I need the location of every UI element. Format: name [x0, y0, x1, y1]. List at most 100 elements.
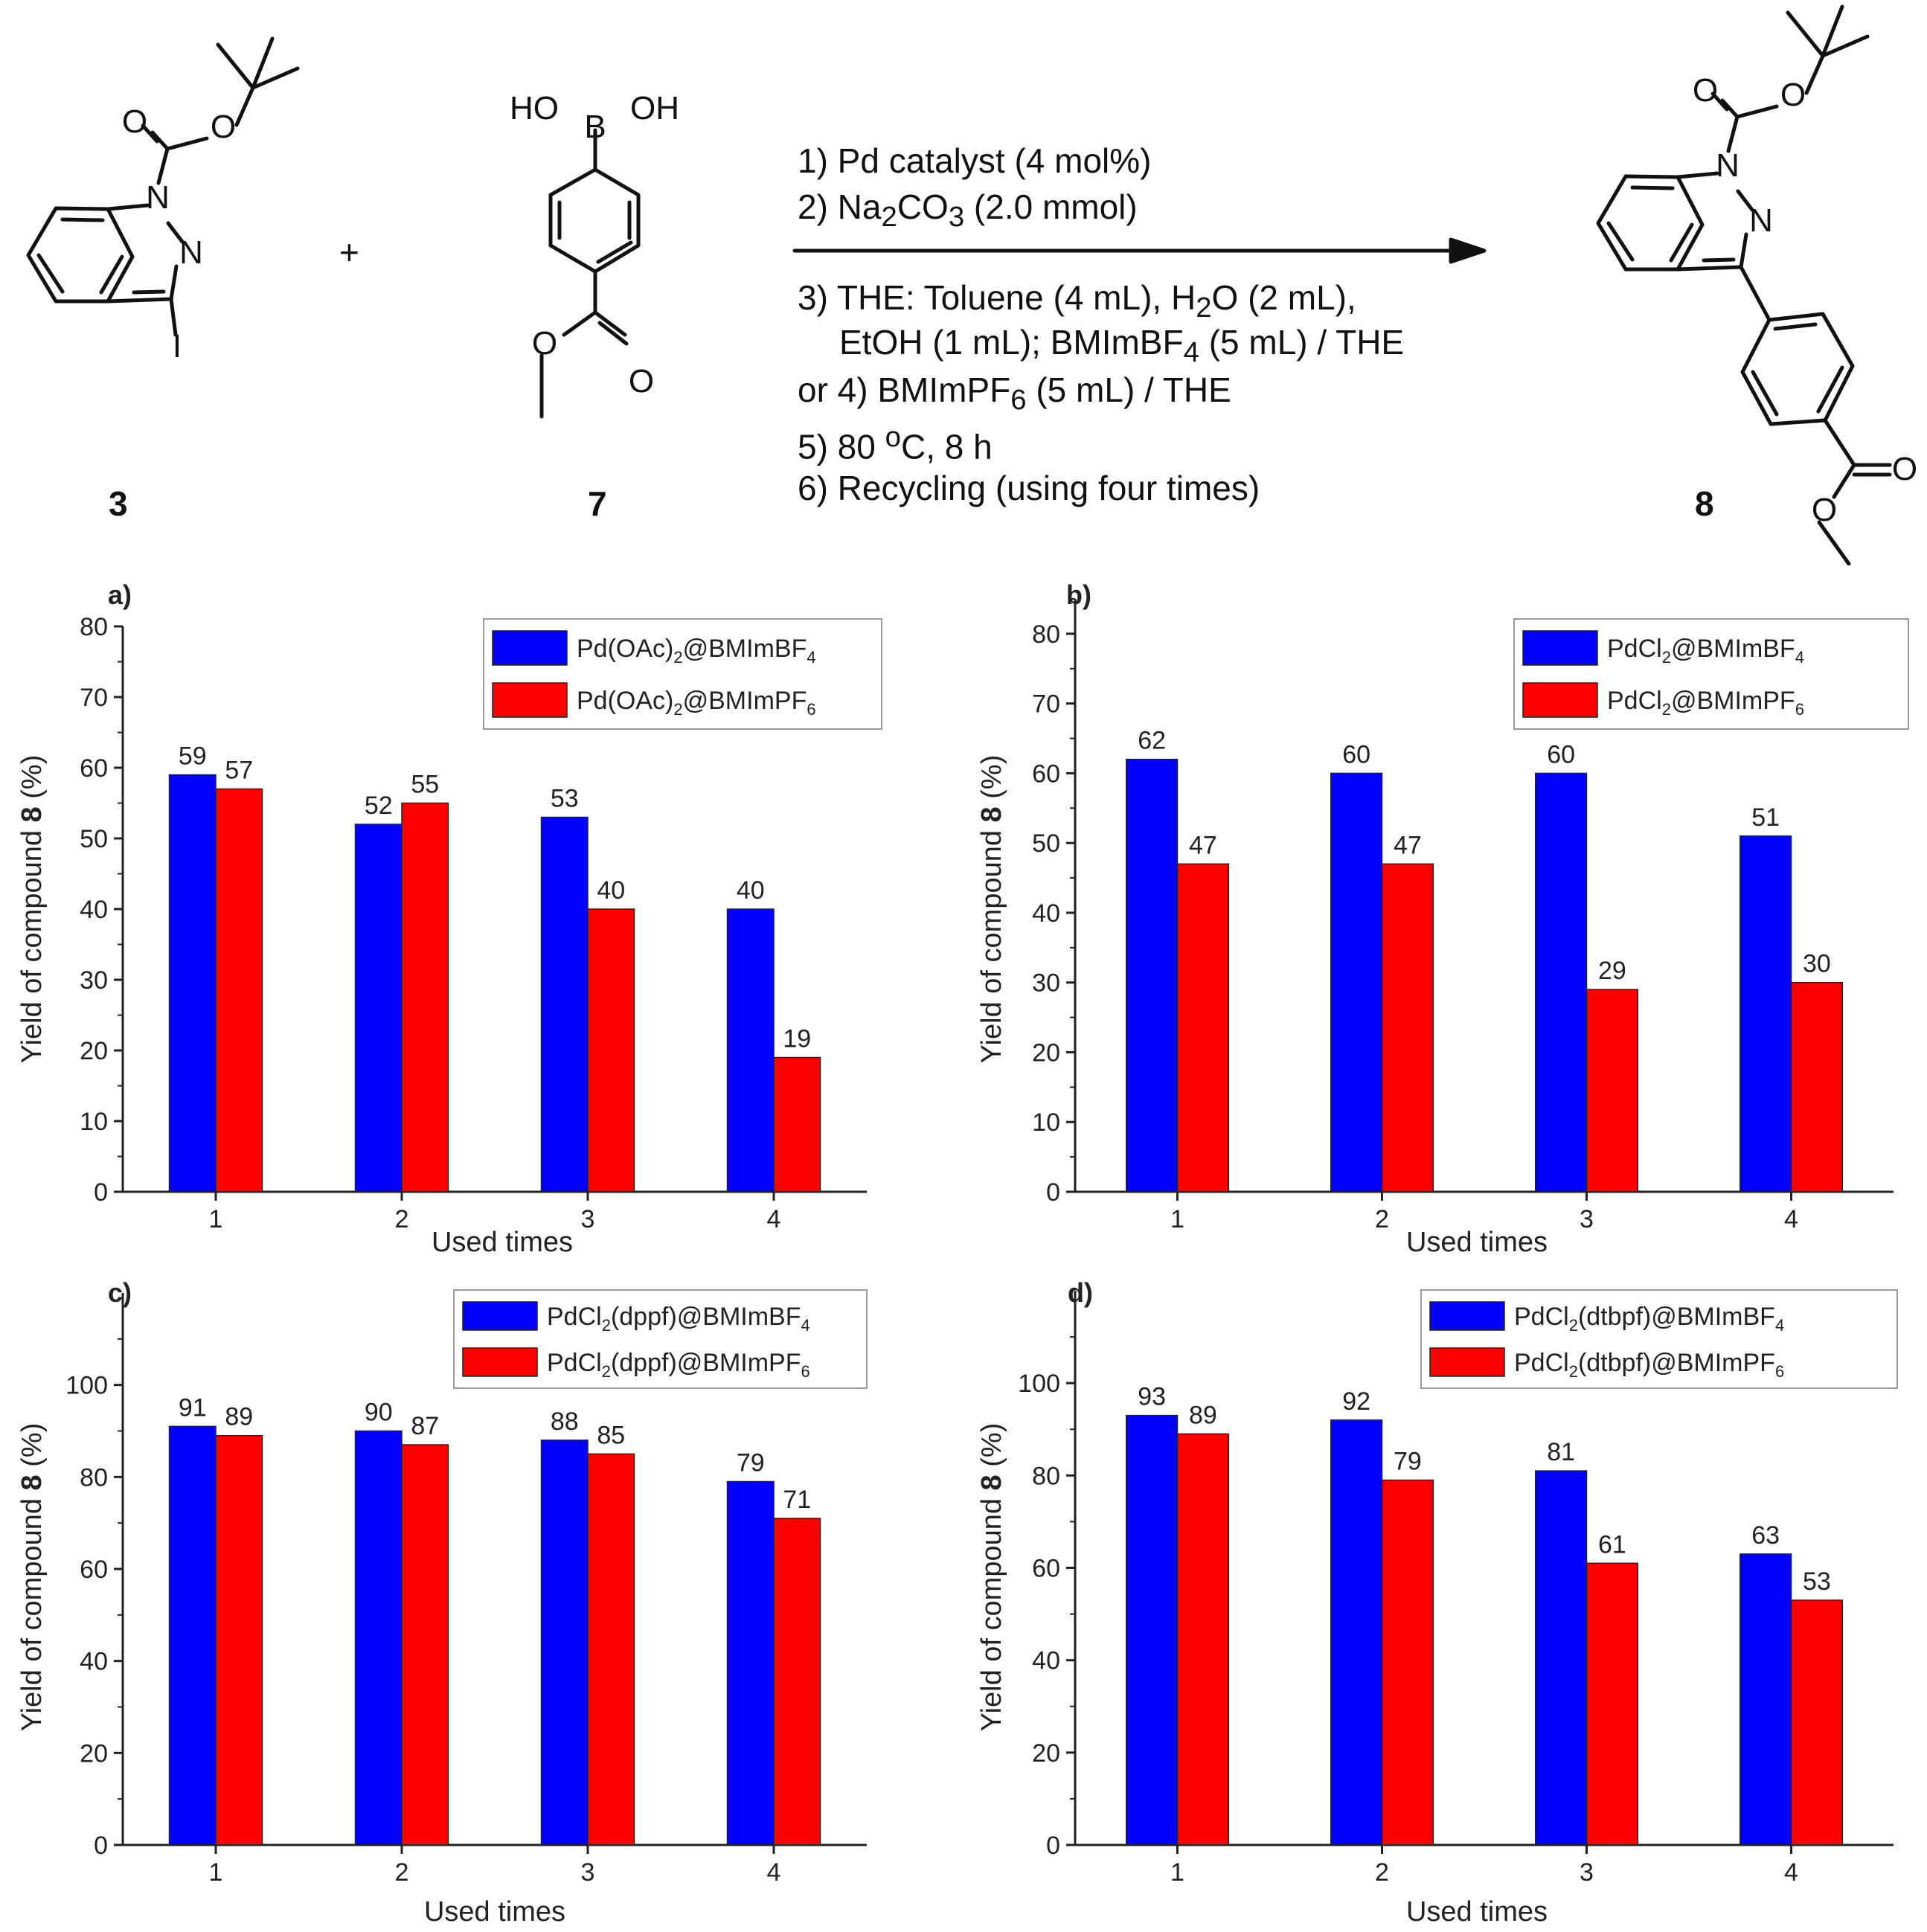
bar-bf4	[1740, 1553, 1792, 1846]
y-tick-label: 20	[80, 1739, 108, 1768]
y-tick-label: 70	[80, 684, 108, 712]
data-label: 30	[1803, 950, 1831, 978]
x-tick-label: 3	[1580, 1205, 1594, 1233]
panel-label: d)	[1068, 1277, 1093, 1308]
y-tick-label: 0	[94, 1178, 108, 1207]
bar-bf4	[1330, 1419, 1383, 1846]
y-tick-label: 80	[80, 613, 108, 641]
legend-swatch	[1522, 630, 1598, 666]
compound-3-structure	[26, 36, 300, 337]
bar-pf6	[773, 1518, 821, 1846]
data-label: 63	[1751, 1521, 1780, 1550]
data-label: 40	[597, 876, 625, 905]
data-label: 29	[1598, 957, 1626, 985]
panel-label: c)	[108, 1277, 132, 1308]
legend-label: PdCl2(dppf)@BMImBF4	[547, 1303, 810, 1335]
atom-label: O	[532, 325, 557, 362]
atom-label: O	[1693, 72, 1718, 109]
bar-pf6	[215, 1434, 263, 1846]
y-axis-label: Yield of compound 8 (%)	[976, 1423, 1007, 1732]
data-label: 88	[551, 1408, 579, 1436]
data-label: 60	[1342, 740, 1370, 768]
x-tick-label: 2	[1375, 1205, 1389, 1233]
bar-pf6	[1585, 1562, 1638, 1846]
x-axis-label: Used times	[432, 1227, 573, 1257]
y-tick-label: 0	[94, 1832, 108, 1860]
legend-label: PdCl2(dtbpf)@BMImPF6	[1514, 1349, 1784, 1381]
data-label: 60	[1547, 740, 1575, 768]
atom-label: O	[211, 109, 236, 145]
data-label: 89	[1189, 1401, 1217, 1429]
x-axis-label: Used times	[424, 1896, 565, 1928]
data-label: 85	[597, 1421, 625, 1449]
y-axis-label: Yield of compound 8 (%)	[16, 755, 48, 1064]
bar-bf4	[1126, 1414, 1179, 1846]
data-label: 89	[225, 1403, 253, 1431]
chart-panel-a: 0 10 20 30 40 50 60 70 80 1 59 57 2 52 55 3 53 40 4 40 19 Pd(…	[16, 580, 882, 1257]
bar-pf6	[1176, 863, 1229, 1193]
x-tick-label: 3	[581, 1205, 595, 1233]
bar-pf6	[1790, 981, 1843, 1193]
bar-pf6	[587, 1453, 635, 1846]
bar-pf6	[1585, 989, 1638, 1193]
bar-pf6	[1790, 1599, 1843, 1846]
y-tick-label: 40	[1032, 899, 1060, 928]
y-tick-label: 0	[1046, 1178, 1060, 1207]
y-tick-label: 10	[1032, 1108, 1060, 1137]
x-tick-label: 2	[1375, 1858, 1389, 1887]
reaction-scheme: O O N N I HO B OH O O O O N N O O + 3 7 …	[0, 0, 1927, 566]
plus-sign: +	[339, 233, 359, 272]
x-tick-label: 4	[767, 1205, 781, 1233]
legend-swatch	[1522, 682, 1598, 718]
data-label: 93	[1138, 1383, 1166, 1411]
y-tick-label: 80	[1032, 1462, 1060, 1490]
chart-panel-d: 0 20 40 60 80 100 1 93 89 2 92 79 3 81 61 4 63 53 PdCl2(dt…	[976, 1277, 1898, 1928]
bar-bf4	[540, 1440, 589, 1846]
data-label: 53	[1803, 1567, 1831, 1596]
compound-number-7: 7	[588, 484, 607, 523]
reaction-arrow	[792, 237, 1487, 264]
x-tick-label: 1	[1170, 1205, 1184, 1233]
x-tick-label: 3	[581, 1858, 595, 1887]
atom-label: O	[122, 103, 147, 140]
bar-bf4	[354, 824, 403, 1193]
data-label: 53	[551, 785, 579, 813]
compound-number-8: 8	[1695, 484, 1714, 523]
bar-bf4	[540, 816, 589, 1193]
data-label: 61	[1598, 1530, 1626, 1559]
bar-pf6	[1176, 1433, 1229, 1846]
y-tick-label: 20	[80, 1037, 108, 1065]
y-tick-label: 60	[80, 754, 108, 783]
bar-bf4	[1740, 835, 1792, 1193]
atom-label: O	[1812, 492, 1837, 528]
y-tick-label: 100	[1018, 1370, 1060, 1398]
atom-label: I	[173, 328, 182, 365]
legend-label: Pd(OAc)2@BMImPF6	[577, 687, 816, 719]
bar-bf4	[168, 1425, 217, 1846]
bar-bf4	[726, 1480, 775, 1846]
data-label: 79	[737, 1449, 765, 1477]
x-tick-label: 4	[1784, 1858, 1798, 1887]
y-tick-label: 20	[1032, 1739, 1060, 1768]
data-label: 90	[365, 1399, 393, 1427]
legend-label: Pd(OAc)2@BMImBF4	[577, 635, 816, 667]
bar-bf4	[1330, 772, 1383, 1193]
bar-bf4	[1126, 758, 1179, 1193]
y-tick-label: 80	[80, 1463, 108, 1492]
compound-7-structure	[539, 128, 641, 419]
y-tick-label: 60	[80, 1556, 108, 1584]
x-tick-label: 2	[395, 1205, 409, 1233]
panel-label: b)	[1066, 580, 1091, 610]
condition-line-2: 2) Na2CO3 (2.0 mmol)	[798, 187, 1138, 234]
y-tick-label: 50	[80, 825, 108, 853]
x-axis-label: Used times	[1406, 1896, 1548, 1928]
x-tick-label: 1	[1170, 1858, 1184, 1887]
condition-line-5: or 4) BMImPF6 (5 mL) / THE	[798, 370, 1231, 417]
legend-swatch	[492, 682, 568, 718]
bar-bf4	[1535, 772, 1588, 1193]
atom-label: OH	[630, 90, 679, 126]
bar-pf6	[401, 1444, 449, 1846]
legend-label: PdCl2@BMImBF4	[1607, 635, 1804, 667]
x-tick-label: 1	[209, 1205, 223, 1233]
x-tick-label: 3	[1580, 1858, 1594, 1887]
